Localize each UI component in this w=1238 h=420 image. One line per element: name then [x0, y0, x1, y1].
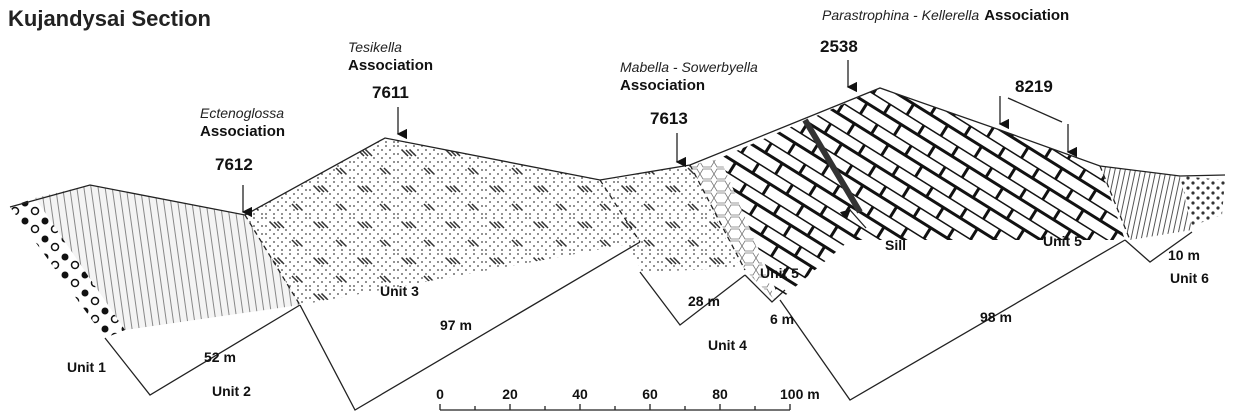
scale-label: 80	[712, 386, 728, 402]
sample-number: 8219	[1015, 77, 1053, 96]
sample-number: 2538	[820, 37, 858, 56]
scale-bar	[440, 404, 790, 410]
thickness-label: 10 m	[1168, 247, 1200, 263]
thickness-label: 97 m	[440, 317, 472, 333]
scale-label: 100 m	[780, 386, 820, 402]
unit-3-fill	[245, 138, 640, 305]
unit-label: Unit 4	[708, 337, 747, 353]
scale-label: 20	[502, 386, 518, 402]
assoc-genus: Tesikella	[348, 39, 402, 55]
sample-number: 7612	[215, 155, 253, 174]
assoc-label: Association	[200, 123, 285, 140]
assoc-label: Association	[984, 7, 1069, 24]
thickness-label: 52 m	[204, 349, 236, 365]
title: Kujandysai Section	[8, 6, 211, 31]
sample-arrow	[1008, 98, 1062, 122]
unit-label: Unit 5	[1043, 233, 1082, 249]
thickness-line	[780, 240, 1125, 400]
sample-number: 7611	[372, 83, 409, 102]
unit-label: Unit 1	[67, 359, 106, 375]
scale-label: 0	[436, 386, 444, 402]
scale-label: 40	[572, 386, 588, 402]
thickness-label: 98 m	[980, 309, 1012, 325]
scale-label: 60	[642, 386, 658, 402]
section-diagram: Kujandysai Section Ectenoglossa Associat…	[0, 0, 1238, 420]
unit-label: Unit 3	[380, 283, 419, 299]
unit-label: Unit 5	[760, 265, 799, 281]
unit-label: Unit 2	[212, 383, 251, 399]
assoc-line: Parastrophina - Kellerella Association	[822, 7, 1069, 24]
thickness-label: 6 m	[770, 311, 794, 327]
sample-number: 7613	[650, 109, 688, 128]
assoc-label: Association	[348, 57, 433, 74]
sill-label: Sill	[885, 237, 906, 253]
assoc-label: Association	[620, 77, 705, 94]
unit-label: Unit 6	[1170, 270, 1209, 286]
assoc-genus: Ectenoglossa	[200, 105, 284, 121]
assoc-genus: Parastrophina - Kellerella	[822, 7, 979, 23]
thickness-label: 28 m	[688, 293, 720, 309]
assoc-genus: Mabella - Sowerbyella	[620, 59, 758, 75]
